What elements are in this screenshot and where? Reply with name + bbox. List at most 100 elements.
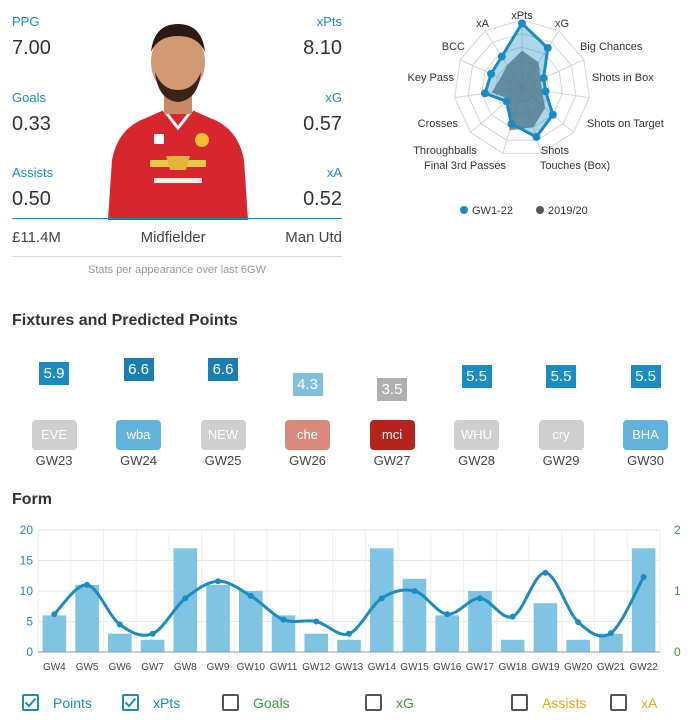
checkbox-icon[interactable] bbox=[122, 694, 139, 711]
form-xpts-point[interactable] bbox=[215, 578, 222, 585]
form-points-bar[interactable] bbox=[599, 633, 623, 652]
legend-toggle-points[interactable]: Points bbox=[22, 694, 92, 711]
form-title: Form bbox=[12, 491, 52, 508]
form-points-bar[interactable] bbox=[42, 615, 67, 652]
legend-toggle-xg[interactable]: xG bbox=[365, 694, 414, 711]
fixture-opponent-badge[interactable]: wba bbox=[116, 420, 161, 450]
checkbox-icon[interactable] bbox=[22, 694, 39, 711]
fixture-points-badge: 4.3 bbox=[292, 372, 323, 396]
form-y-tick: 20 bbox=[20, 523, 34, 537]
form-axes: 0 5 10 15 20 0 1 2 GW4 GW5 GW6 GW7 GW8 GW9 GW10 GW11 GW1… bbox=[20, 523, 681, 673]
form-y-tick: 5 bbox=[26, 615, 33, 629]
fixture-points-badge: 5.5 bbox=[546, 365, 576, 388]
fixture-gameweek-label: GW23 bbox=[35, 453, 73, 468]
fixture-opponent-badge[interactable]: EVE bbox=[31, 420, 77, 450]
form-xpts-point[interactable] bbox=[51, 611, 58, 618]
stats-footnote: Stats per appearance over last 6GW bbox=[88, 264, 266, 276]
form-xpts-point[interactable] bbox=[444, 611, 451, 618]
form-xpts-point[interactable] bbox=[476, 595, 483, 602]
form-x-tick: GW13 bbox=[335, 662, 364, 673]
form-points-bar[interactable] bbox=[566, 639, 590, 652]
form-points-bar[interactable] bbox=[435, 615, 459, 652]
legend-label: xA bbox=[641, 694, 658, 711]
form-xpts-point[interactable] bbox=[542, 569, 549, 576]
form-x-tick: GW9 bbox=[207, 662, 230, 673]
form-x-tick: GW15 bbox=[400, 662, 429, 673]
xpts-label: xPts bbox=[316, 14, 342, 29]
form-xpts-point[interactable] bbox=[149, 630, 156, 637]
form-xpts-point[interactable] bbox=[509, 613, 516, 620]
fixture-gameweek-label: GW24 bbox=[120, 453, 157, 468]
fixture-points-badge: 6.6 bbox=[123, 357, 154, 381]
fixture-opponent-badge[interactable]: cry bbox=[538, 420, 584, 450]
form-xpts-point[interactable] bbox=[182, 595, 189, 602]
form-xpts-point[interactable] bbox=[640, 573, 647, 580]
fixture-predicted-points: 5.9 bbox=[24, 362, 84, 386]
form-points-bar[interactable] bbox=[304, 633, 329, 652]
form-points-bar[interactable] bbox=[500, 639, 525, 652]
form-points-bar[interactable] bbox=[533, 603, 558, 652]
radar-label-touches-box: Touches (Box) bbox=[540, 160, 610, 172]
form-xpts-point[interactable] bbox=[607, 630, 614, 637]
fixture-opponent-badge[interactable]: NEW bbox=[200, 420, 246, 450]
radar-point bbox=[532, 132, 541, 141]
form-x-tick: GW11 bbox=[270, 662, 298, 673]
form-points-bar[interactable] bbox=[271, 615, 296, 652]
form-points-bar[interactable] bbox=[337, 639, 361, 652]
fixture-points-badge: 3.5 bbox=[377, 378, 407, 401]
checkbox-icon[interactable] bbox=[610, 694, 627, 711]
form-xpts-point[interactable] bbox=[378, 595, 385, 602]
form-xpts-point[interactable] bbox=[84, 581, 91, 588]
form-points-bar[interactable] bbox=[108, 633, 132, 652]
fixture-opponent-badge[interactable]: WHU bbox=[454, 420, 499, 450]
form-xpts-point[interactable] bbox=[346, 630, 352, 637]
form-x-tick: GW17 bbox=[466, 662, 495, 673]
legend-toggle-assists[interactable]: Assists bbox=[511, 694, 586, 711]
form-points-bar[interactable] bbox=[140, 639, 165, 652]
fixtures-title: Fixtures and Predicted Points bbox=[12, 312, 238, 329]
radar-legend-current: GW1-22 bbox=[472, 205, 513, 217]
form-points-bar[interactable] bbox=[468, 591, 492, 652]
legend-toggle-xpts[interactable]: xPts bbox=[122, 694, 180, 711]
fixture-opponent-badge[interactable]: che bbox=[285, 420, 330, 450]
form-xpts-point[interactable] bbox=[280, 616, 287, 623]
radar-label-shots: Shots bbox=[541, 145, 570, 157]
form-x-tick: GW5 bbox=[76, 662, 99, 673]
goals-label: Goals bbox=[12, 90, 46, 105]
fixture-gameweek-label: GW28 bbox=[458, 453, 495, 468]
form-xpts-point[interactable] bbox=[411, 588, 418, 594]
radar-legend-previous: 2019/20 bbox=[548, 205, 588, 217]
ppg-label: PPG bbox=[12, 14, 40, 29]
radar-point bbox=[518, 19, 526, 28]
form-x-tick: GW19 bbox=[531, 662, 560, 673]
fixture-opponent-badge[interactable]: mci bbox=[369, 420, 415, 450]
form-x-tick: GW18 bbox=[499, 662, 528, 673]
radar-label-xpts: xPts bbox=[511, 10, 533, 22]
radar-label-shots-on-target: Shots on Target bbox=[587, 118, 664, 130]
radar-point bbox=[497, 52, 506, 61]
radar-label-xa: xA bbox=[476, 18, 490, 30]
fixture-predicted-points: 3.5 bbox=[362, 378, 422, 401]
legend-toggle-goals[interactable]: Goals bbox=[222, 694, 290, 711]
fixture-predicted-points: 5.5 bbox=[616, 365, 676, 388]
form-points-bar[interactable] bbox=[631, 548, 656, 652]
form-xpts-point[interactable] bbox=[116, 621, 123, 628]
form-x-tick: GW21 bbox=[597, 662, 626, 673]
fixture-predicted-points: 6.6 bbox=[193, 357, 253, 381]
checkbox-icon[interactable] bbox=[222, 694, 239, 711]
radar-point bbox=[487, 69, 496, 78]
form-points-bar[interactable] bbox=[239, 591, 263, 652]
form-points-bar[interactable] bbox=[206, 584, 230, 652]
form-x-tick: GW10 bbox=[237, 662, 266, 673]
form-x-tick: GW8 bbox=[174, 662, 197, 673]
checkbox-icon[interactable] bbox=[365, 694, 382, 711]
form-xpts-point[interactable] bbox=[575, 619, 582, 626]
fixture-opponent-badge[interactable]: BHA bbox=[623, 420, 668, 450]
checkbox-icon[interactable] bbox=[511, 694, 528, 711]
form-xpts-point[interactable] bbox=[247, 592, 254, 599]
form-points-bar[interactable] bbox=[402, 578, 427, 652]
legend-toggle-xa[interactable]: xA bbox=[610, 694, 657, 711]
form-points-bar[interactable] bbox=[75, 584, 99, 652]
radar-point bbox=[480, 89, 489, 98]
form-xpts-point[interactable] bbox=[313, 618, 320, 625]
